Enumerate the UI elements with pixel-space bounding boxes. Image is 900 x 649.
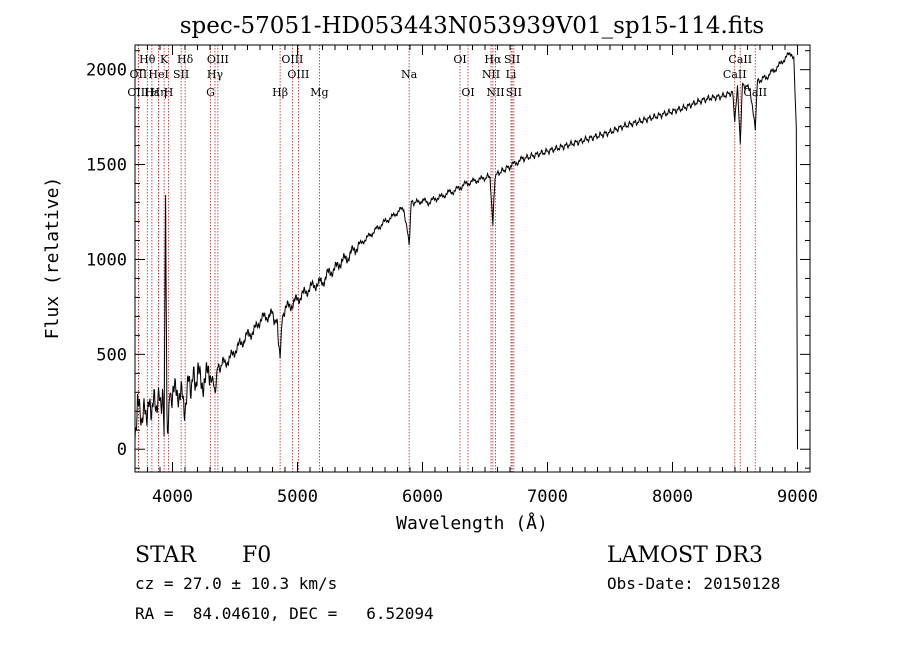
line-label: Hδ <box>177 53 194 66</box>
x-tick-label: 5000 <box>277 487 318 507</box>
plot-frame <box>134 44 811 473</box>
survey-name: LAMOST DR3 <box>607 543 763 568</box>
line-label: Hα <box>484 53 502 66</box>
line-label: Hβ <box>272 86 288 99</box>
y-tick-label: 0 <box>117 440 127 460</box>
line-label: OII <box>130 68 148 81</box>
line-label: Na <box>401 68 418 81</box>
x-tick-label: 4000 <box>152 487 193 507</box>
line-label: CaII <box>728 53 752 66</box>
line-label: OIII <box>207 53 229 66</box>
x-tick-label: 6000 <box>402 487 443 507</box>
line-label: Hη <box>151 86 167 99</box>
line-label: Hθ <box>139 53 156 66</box>
line-label: CaII <box>743 86 767 99</box>
object-subclass: F0 <box>242 543 271 568</box>
obs-date: Obs-Date: 20150128 <box>607 574 780 593</box>
y-tick-label: 500 <box>96 345 127 365</box>
y-tick-label: 2000 <box>86 61 127 81</box>
line-label: G <box>206 86 215 99</box>
line-label: OI <box>453 53 466 66</box>
line-label: Hε <box>144 86 160 99</box>
x-tick-label: 8000 <box>652 487 693 507</box>
y-tick-label: 1500 <box>86 156 127 176</box>
ra-dec: RA = 84.04610, DEC = 6.52094 <box>135 604 434 623</box>
line-label: SII <box>506 86 522 99</box>
line-label: SII <box>504 53 520 66</box>
object-class: STAR <box>135 543 197 568</box>
x-tick-label: 9000 <box>777 487 818 507</box>
line-label: OI <box>461 86 474 99</box>
y-tick-label: 1000 <box>86 250 127 270</box>
x-tick-label: 7000 <box>527 487 568 507</box>
line-label: Hγ <box>207 68 224 81</box>
line-label: NII <box>482 68 500 81</box>
line-label: CaII <box>723 68 747 81</box>
line-label: OIII <box>287 68 309 81</box>
line-label: Mg <box>310 86 328 99</box>
chart-title: spec-57051-HD053443N053939V01_sp15-114.f… <box>180 13 765 39</box>
line-label: NII <box>486 86 504 99</box>
line-label: OIII <box>281 53 303 66</box>
line-label: SII <box>173 68 189 81</box>
spectrum-line <box>134 52 798 450</box>
line-label: HeI <box>148 68 168 81</box>
line-label: K <box>160 53 169 66</box>
spectral-line-markers <box>137 45 756 472</box>
line-label: Li <box>506 68 517 81</box>
x-axis: 4000 5000 6000 7000 8000 9000 <box>134 45 818 507</box>
y-axis: 0 500 1000 1500 2000 <box>86 50 810 469</box>
cz-value: cz = 27.0 ± 10.3 km/s <box>135 574 337 593</box>
line-label: OIII <box>127 86 149 99</box>
line-label: H <box>164 86 174 99</box>
x-axis-label: Wavelength (Å) <box>396 512 548 534</box>
y-axis-label: Flux (relative) <box>42 177 63 340</box>
